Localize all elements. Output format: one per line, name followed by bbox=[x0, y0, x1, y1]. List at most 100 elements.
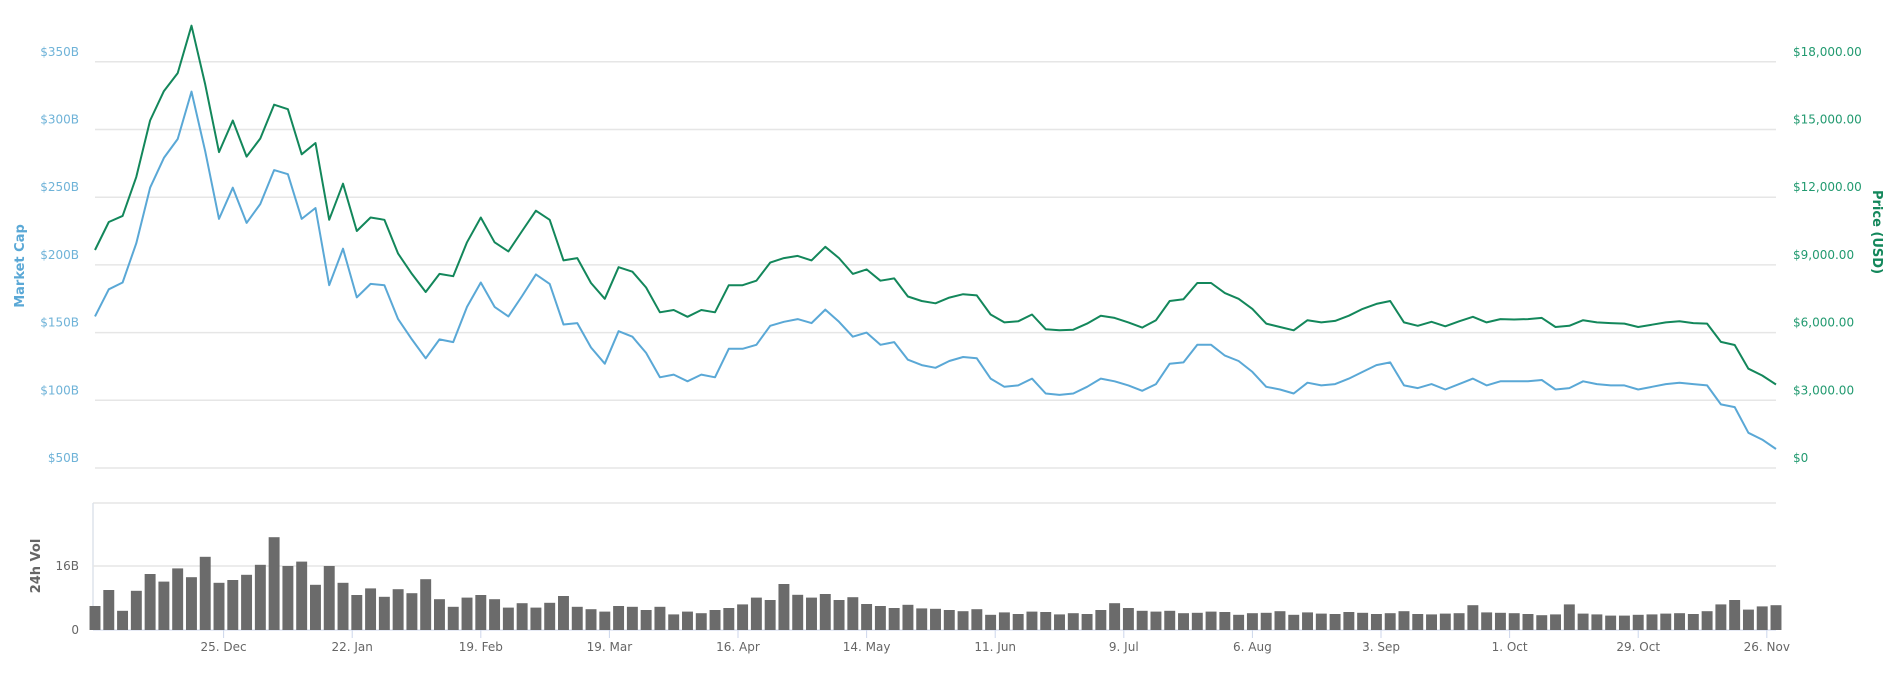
volume-bar bbox=[709, 610, 721, 630]
volume-bar bbox=[1701, 611, 1713, 630]
volume-bar bbox=[1398, 611, 1410, 630]
volume-bar bbox=[282, 566, 294, 630]
volume-bar bbox=[461, 597, 473, 630]
volume-bar bbox=[420, 579, 432, 630]
volume-bar bbox=[1109, 603, 1121, 630]
volume-bar bbox=[1770, 605, 1782, 630]
volume-bar bbox=[957, 611, 969, 630]
left-tick-label: $350B bbox=[40, 45, 79, 59]
volume-tick-label: 0 bbox=[71, 623, 79, 637]
volume-bar bbox=[1577, 613, 1589, 630]
right-tick-label: $0 bbox=[1793, 451, 1808, 465]
volume-bar bbox=[930, 608, 941, 630]
volume-bar bbox=[764, 600, 776, 630]
volume-bar bbox=[792, 594, 804, 630]
series-lines bbox=[94, 24, 1777, 450]
volume-bar bbox=[1522, 614, 1534, 630]
volume-bar bbox=[1067, 613, 1079, 630]
volume-bar bbox=[323, 566, 335, 630]
volume-bar bbox=[130, 590, 142, 630]
left-axis-title: Market Cap bbox=[13, 224, 28, 308]
volume-bar bbox=[1122, 608, 1134, 630]
left-tick-label: $200B bbox=[40, 248, 79, 262]
volume-bar bbox=[1481, 612, 1493, 630]
volume-bar bbox=[1384, 613, 1396, 630]
volume-bar bbox=[199, 556, 211, 630]
volume-bar bbox=[847, 597, 859, 630]
volume-bar bbox=[309, 584, 321, 630]
left-tick-label: $50B bbox=[48, 451, 79, 465]
volume-bar bbox=[1508, 613, 1520, 630]
volume-bar bbox=[227, 580, 239, 630]
volume-bar bbox=[1164, 610, 1176, 630]
volume-bar bbox=[1742, 609, 1754, 630]
x-tick-label: 26. Nov bbox=[1744, 640, 1790, 654]
volume-bar bbox=[392, 589, 404, 630]
volume-bar bbox=[117, 610, 129, 630]
volume-bar bbox=[1012, 614, 1024, 630]
x-tick-label: 29. Oct bbox=[1616, 640, 1660, 654]
volume-bar bbox=[1329, 614, 1341, 630]
volume-bar bbox=[916, 608, 928, 630]
volume-bar bbox=[1412, 614, 1424, 630]
volume-bar bbox=[888, 608, 900, 630]
volume-bar bbox=[1687, 614, 1699, 630]
volume-tick-label: 16B bbox=[55, 559, 79, 573]
volume-bar bbox=[1233, 614, 1245, 630]
axis-labels: $50B $100B $150B $200B $250B $300B $350B $0 $3,0… bbox=[40, 45, 1862, 654]
x-tick-label: 11. Jun bbox=[974, 640, 1016, 654]
volume-bar bbox=[571, 606, 583, 630]
volume-bar bbox=[516, 603, 528, 630]
volume-bar bbox=[172, 568, 184, 630]
x-tick-label: 1. Oct bbox=[1492, 640, 1528, 654]
volume-bar bbox=[337, 582, 349, 630]
volume-bar bbox=[1191, 612, 1203, 630]
right-tick-label: $18,000.00 bbox=[1793, 45, 1862, 59]
x-tick-label: 14. May bbox=[843, 640, 891, 654]
volume-bar bbox=[723, 608, 735, 630]
volume-bar bbox=[861, 604, 873, 630]
volume-bar bbox=[750, 597, 762, 630]
volume-bar bbox=[296, 561, 308, 630]
volume-bar bbox=[1674, 613, 1686, 630]
volume-bar bbox=[1756, 606, 1768, 630]
right-tick-label: $6,000.00 bbox=[1793, 316, 1854, 330]
volume-bar bbox=[1205, 611, 1217, 630]
volume-bar bbox=[1357, 612, 1369, 630]
volume-bar bbox=[144, 574, 156, 630]
volume-bar bbox=[1605, 615, 1617, 630]
volume-bar bbox=[1054, 614, 1065, 630]
volume-bar bbox=[544, 602, 556, 630]
volume-bar bbox=[654, 606, 666, 630]
volume-bar bbox=[1081, 614, 1093, 630]
volume-bar bbox=[158, 581, 170, 630]
volume-bar bbox=[682, 611, 693, 630]
x-tick-label: 25. Dec bbox=[201, 640, 247, 654]
volume-bar bbox=[1343, 612, 1355, 630]
volume-bar bbox=[1494, 612, 1506, 630]
volume-bar bbox=[626, 606, 638, 630]
price-line bbox=[94, 24, 1777, 386]
volume-bar bbox=[902, 604, 914, 630]
volume-bar bbox=[1632, 614, 1644, 630]
left-tick-label: $100B bbox=[40, 383, 79, 397]
volume-bar bbox=[1219, 612, 1231, 630]
right-tick-label: $15,000.00 bbox=[1793, 113, 1862, 127]
volume-bar bbox=[1453, 613, 1465, 630]
volume-bar bbox=[613, 606, 625, 630]
volume-bar bbox=[254, 564, 266, 630]
volume-bar bbox=[1646, 614, 1658, 630]
volume-bar bbox=[1274, 611, 1286, 630]
volume-bar bbox=[806, 597, 817, 630]
volume-bar bbox=[1660, 613, 1672, 630]
volume-bar bbox=[1563, 604, 1575, 630]
volume-bar bbox=[1026, 611, 1038, 630]
volume-bar bbox=[1095, 610, 1107, 630]
x-tick-label: 3. Sep bbox=[1362, 640, 1400, 654]
right-tick-label: $9,000.00 bbox=[1793, 248, 1854, 262]
market-cap-line bbox=[94, 90, 1777, 450]
volume-bar bbox=[434, 599, 445, 630]
volume-bar bbox=[89, 606, 101, 630]
volume-bar bbox=[668, 614, 680, 630]
volume-bar bbox=[599, 611, 611, 630]
